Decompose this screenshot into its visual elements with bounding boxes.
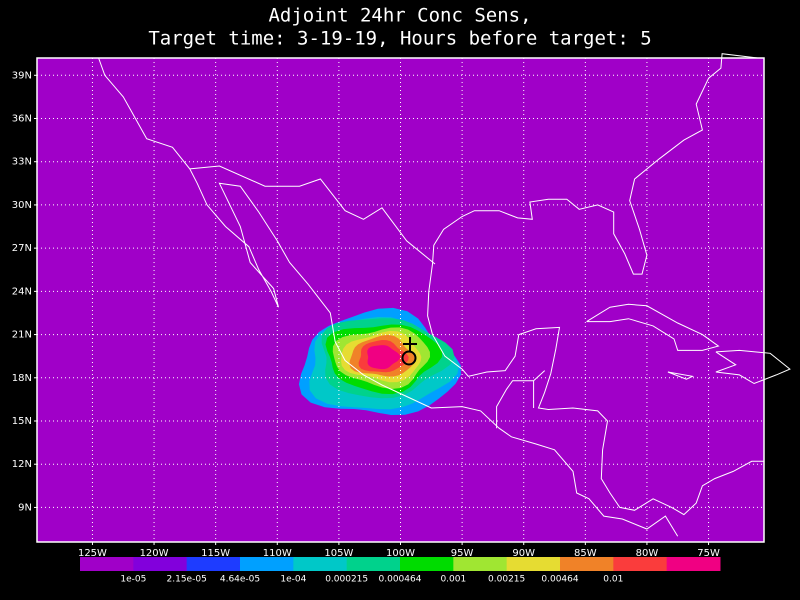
colorbar-label: 0.000464 (379, 575, 422, 585)
colorbar-box (400, 557, 454, 571)
lat-tick-label: 30N (12, 200, 32, 211)
coastline (496, 370, 546, 429)
title-line: Target time: 3-19-19, Hours before targe… (148, 28, 651, 50)
colorbar-box (506, 557, 561, 571)
colorbar-label: 0.01 (603, 575, 623, 585)
colorbar-box (240, 557, 294, 571)
lat-tick-label: 24N (12, 286, 32, 297)
map-frame (36, 57, 765, 543)
colorbar-label: 0.00215 (488, 575, 525, 585)
coastline (715, 349, 791, 385)
lon-tick-label: 120W (140, 548, 169, 559)
lat-tick-label: 33N (12, 157, 32, 168)
colorbar-box (613, 557, 668, 571)
title-line: Adjoint 24hr Conc Sens, (268, 5, 531, 27)
colorbar-box (453, 557, 508, 571)
colorbar-box (186, 557, 241, 571)
colorbar-label: 1e-05 (120, 575, 146, 585)
colorbar-label: 0.001 (440, 575, 466, 585)
lon-tick-label: 125W (78, 548, 107, 559)
colorbar-box (293, 557, 348, 571)
lat-tick-label: 18N (12, 373, 32, 384)
contour-fill (367, 345, 401, 370)
lon-tick-label: 115W (201, 548, 230, 559)
colorbar-label: 0.000215 (325, 575, 368, 585)
lon-tick-label: 75W (697, 548, 720, 559)
lat-tick-label: 27N (12, 243, 32, 254)
lon-tick-label: 85W (574, 548, 597, 559)
lon-tick-label: 100W (386, 548, 415, 559)
lon-tick-label: 110W (263, 548, 292, 559)
coastline (189, 165, 436, 265)
colorbar-label: 1e-04 (280, 575, 306, 585)
lat-tick-label: 39N (12, 70, 32, 81)
colorbar-box (133, 557, 188, 571)
colorbar-box (666, 557, 721, 571)
lat-tick-label: 9N (18, 502, 32, 513)
lon-tick-label: 95W (451, 548, 474, 559)
source-circle (401, 350, 417, 366)
colorbar-label: 2.15e-05 (167, 575, 207, 585)
lat-tick-label: 12N (12, 459, 32, 470)
lon-tick-label: 80W (636, 548, 659, 559)
lon-tick-label: 105W (324, 548, 353, 559)
colorbar-label: 4.64e-05 (220, 575, 260, 585)
colorbar-box (560, 557, 614, 571)
lat-tick-label: 36N (12, 114, 32, 125)
target-plus (403, 337, 417, 351)
lat-tick-label: 15N (12, 416, 32, 427)
coastline (98, 57, 679, 537)
lat-tick-label: 21N (12, 330, 32, 341)
colorbar-box (80, 557, 134, 571)
coastline (427, 53, 764, 516)
colorbar-box (346, 557, 401, 571)
coastline (586, 303, 720, 351)
colorbar-label: 0.00464 (541, 575, 578, 585)
lon-tick-label: 90W (512, 548, 535, 559)
